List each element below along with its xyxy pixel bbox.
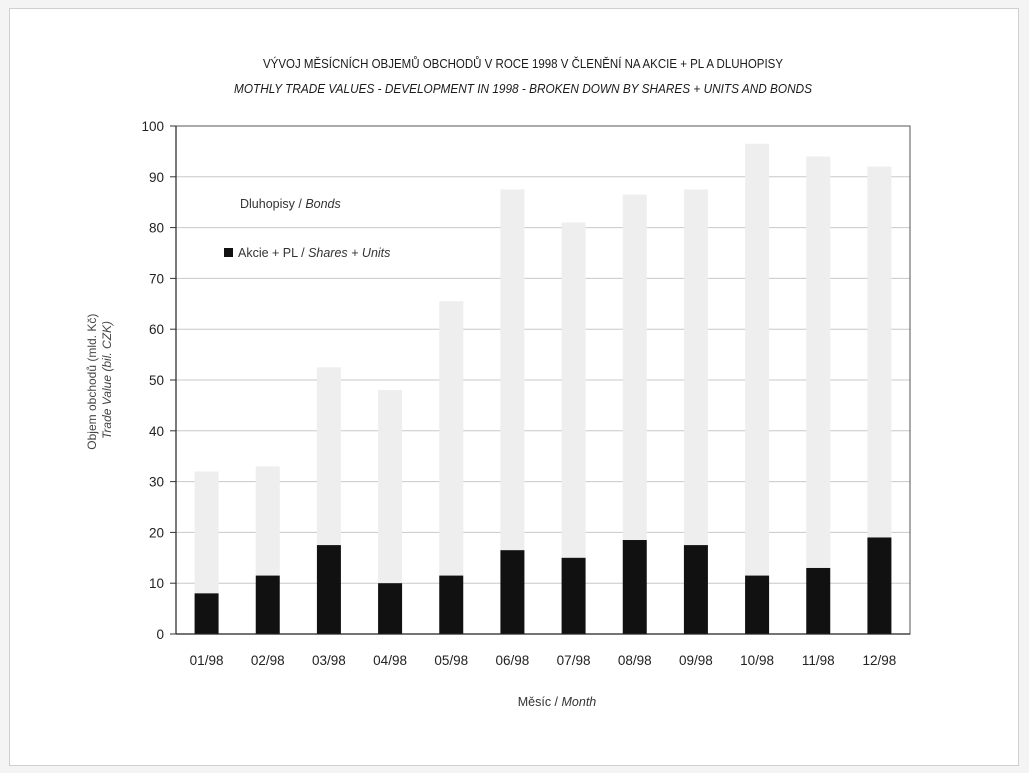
bar-bonds xyxy=(745,143,770,576)
bar-shares xyxy=(439,575,464,634)
bar-shares xyxy=(194,593,219,634)
bar-bonds xyxy=(806,156,831,568)
x-tick-label: 05/98 xyxy=(434,653,468,668)
y-tick-label: 50 xyxy=(149,373,164,388)
x-tick-label: 10/98 xyxy=(740,653,774,668)
y-tick-label: 0 xyxy=(156,627,164,642)
bar-shares xyxy=(255,575,280,634)
bar-shares xyxy=(806,567,831,634)
bar-bonds xyxy=(683,189,708,546)
bar-bonds xyxy=(561,222,586,558)
bar-bonds xyxy=(378,390,403,584)
chart-title: VÝVOJ MĚSÍCNÍCH OBJEMŮ OBCHODŮ V ROCE 19… xyxy=(263,56,784,71)
x-tick-label: 08/98 xyxy=(618,653,652,668)
y-axis-label: Objem obchodů (mld. Kč) Trade Value (bil… xyxy=(85,310,114,449)
bar-shares xyxy=(622,540,647,634)
x-tick-label: 11/98 xyxy=(802,653,835,668)
y-tick-label: 70 xyxy=(149,271,164,286)
bar-bonds xyxy=(867,166,892,538)
x-tick-label: 12/98 xyxy=(863,653,897,668)
x-axis-label: Měsíc / Month xyxy=(518,695,597,709)
legend-bonds-label: Dluhopisy / Bonds xyxy=(240,197,341,211)
x-tick-label: 06/98 xyxy=(496,653,530,668)
bar-bonds xyxy=(194,471,219,594)
bar-shares xyxy=(561,557,586,634)
x-tick-label: 02/98 xyxy=(251,653,285,668)
bar-shares xyxy=(867,537,892,634)
y-tick-label: 40 xyxy=(149,424,164,439)
bar-bonds xyxy=(255,466,280,576)
bar-bonds xyxy=(439,301,464,576)
y-tick-label: 100 xyxy=(141,119,164,134)
x-tick-label: 07/98 xyxy=(557,653,591,668)
bar-bonds xyxy=(316,367,341,546)
bar-shares xyxy=(745,575,770,634)
bar-shares xyxy=(500,550,525,634)
x-tick-label: 09/98 xyxy=(679,653,713,668)
legend-shares-swatch xyxy=(224,248,233,257)
legend-shares-label: Akcie + PL / Shares + Units xyxy=(238,246,390,260)
bar-shares xyxy=(316,545,341,634)
x-tick-label: 03/98 xyxy=(312,653,346,668)
x-tick-label: 04/98 xyxy=(373,653,407,668)
y-tick-label: 90 xyxy=(149,170,164,185)
bar-shares xyxy=(683,545,708,634)
chart-subtitle: MOTHLY TRADE VALUES - DEVELOPMENT IN 199… xyxy=(234,82,813,96)
y-tick-label: 10 xyxy=(149,576,164,591)
y-axis-label-en: Trade Value (bil. CZK) xyxy=(100,321,114,439)
bar-bonds xyxy=(500,189,525,551)
bar-shares xyxy=(378,583,403,634)
bar-bonds xyxy=(622,194,647,541)
y-tick-label: 30 xyxy=(149,475,164,490)
y-tick-label: 20 xyxy=(149,525,164,540)
y-tick-label: 60 xyxy=(149,322,164,337)
y-tick-label: 80 xyxy=(149,221,164,236)
x-tick-label: 01/98 xyxy=(190,653,224,668)
